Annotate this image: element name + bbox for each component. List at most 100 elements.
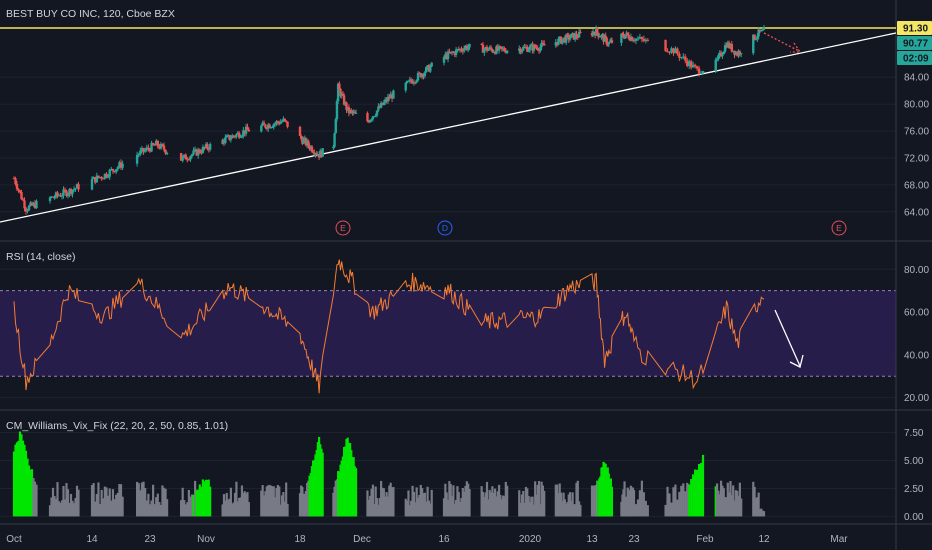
vix-bar [66, 489, 70, 517]
vix-bar [92, 483, 95, 517]
vix-bar [150, 500, 153, 517]
candle-body [579, 31, 582, 33]
axis-tick-label: 0.00 [904, 512, 924, 523]
time-axis[interactable]: Oct 14 23 Nov 18 Dec 16 2020 13 23 Feb 12 Mar [6, 534, 848, 545]
candle-body [503, 48, 506, 51]
vix-bar [725, 497, 728, 517]
candle-body [487, 49, 490, 51]
vix-bar [107, 495, 110, 517]
price-projection-arrow[interactable] [763, 32, 802, 53]
vix-bar [334, 480, 337, 517]
rsi-down-arrow[interactable] [774, 309, 804, 368]
candle-body [118, 162, 121, 168]
time-axis-label: 23 [628, 534, 640, 545]
vix-bar [23, 444, 26, 517]
candle-body [339, 88, 342, 97]
price-axis[interactable]: 84.00 80.00 76.00 72.00 68.00 64.00 [904, 73, 929, 219]
candle-body [161, 143, 164, 146]
vix-bar [526, 488, 529, 517]
vix-bar [556, 484, 559, 517]
vix-bar [757, 492, 760, 517]
vix-bar [686, 482, 689, 517]
vix-bar [225, 492, 228, 517]
vix-bar [634, 504, 638, 517]
vix-bar [267, 485, 270, 517]
candle-body [734, 52, 738, 55]
time-axis-label: 14 [86, 534, 98, 545]
vix-bar [762, 511, 766, 517]
time-axis-label: 16 [438, 534, 450, 545]
candle-body [738, 51, 742, 55]
candle-body [60, 195, 64, 197]
vix-bar [60, 500, 64, 517]
vix-bar [753, 486, 756, 517]
vix-axis[interactable]: 7.50 5.00 2.50 0.00 [904, 428, 924, 523]
vix-bar [161, 485, 164, 517]
candle-body [240, 135, 244, 137]
event-marker-d-icon[interactable]: D [437, 220, 453, 236]
vix-bar [32, 478, 35, 517]
vix-bar [201, 479, 204, 517]
vix-bar [343, 447, 346, 517]
candle-body [715, 59, 719, 61]
candle-body [540, 42, 543, 48]
candle-body [226, 135, 230, 137]
candle-body [243, 130, 246, 134]
vix-bar [457, 492, 460, 517]
price-tag: 90.77 [897, 36, 932, 50]
candle-body [68, 188, 71, 194]
vix-fix-title[interactable]: CM_Williams_Vix_Fix (22, 20, 2, 50, 0.85… [6, 420, 228, 432]
candle-body [206, 144, 209, 149]
candle-body [481, 44, 485, 53]
vix-bar [115, 494, 118, 517]
vix-bar [690, 479, 693, 517]
candle-body [273, 123, 277, 125]
candle-body [733, 50, 736, 55]
support-trendline[interactable] [0, 32, 897, 223]
candle-body [244, 126, 248, 134]
vix-bar [166, 499, 169, 517]
candle-body [201, 146, 205, 153]
candle-body [224, 137, 227, 143]
candle-body [485, 46, 489, 51]
candle-body [35, 200, 38, 209]
candle-body [233, 136, 237, 138]
candle-body [269, 127, 273, 129]
vix-bar [307, 480, 310, 517]
vix-bar [758, 508, 762, 517]
vix-bar [430, 489, 433, 517]
vix-bar [375, 498, 379, 517]
vix-bar [518, 490, 521, 517]
candle-body [719, 52, 723, 57]
candle-body [71, 189, 74, 195]
vix-bar [140, 482, 144, 517]
candle-body [453, 52, 456, 55]
vix-bar [354, 468, 358, 517]
vix-bar [427, 500, 431, 517]
candle-body [207, 148, 210, 150]
candle-body [676, 48, 679, 54]
candle-body [189, 156, 192, 160]
vix-bar [392, 486, 395, 517]
candle-body [147, 147, 150, 150]
vix-bar [264, 491, 267, 517]
candle-body [607, 42, 610, 45]
symbol-header[interactable]: BEST BUY CO INC, 120, Cboe BZX [6, 8, 175, 20]
candle-body [737, 51, 740, 56]
candle-body [298, 126, 302, 136]
rsi-title[interactable]: RSI (14, close) [6, 251, 75, 263]
vix-bar [341, 456, 345, 517]
price-tag: 91.30 [897, 21, 932, 35]
candle-body [165, 152, 169, 154]
candle-body [632, 40, 636, 42]
candle-body [369, 120, 372, 123]
event-marker-e-icon[interactable]: E [831, 220, 847, 236]
candle-body [689, 61, 693, 68]
candlestick-series[interactable] [12, 24, 766, 215]
candle-body [488, 47, 491, 50]
vix-bar [699, 462, 703, 517]
rsi-axis[interactable]: 80.00 60.00 40.00 20.00 [904, 265, 929, 404]
event-marker-e-icon[interactable]: E [335, 220, 351, 236]
